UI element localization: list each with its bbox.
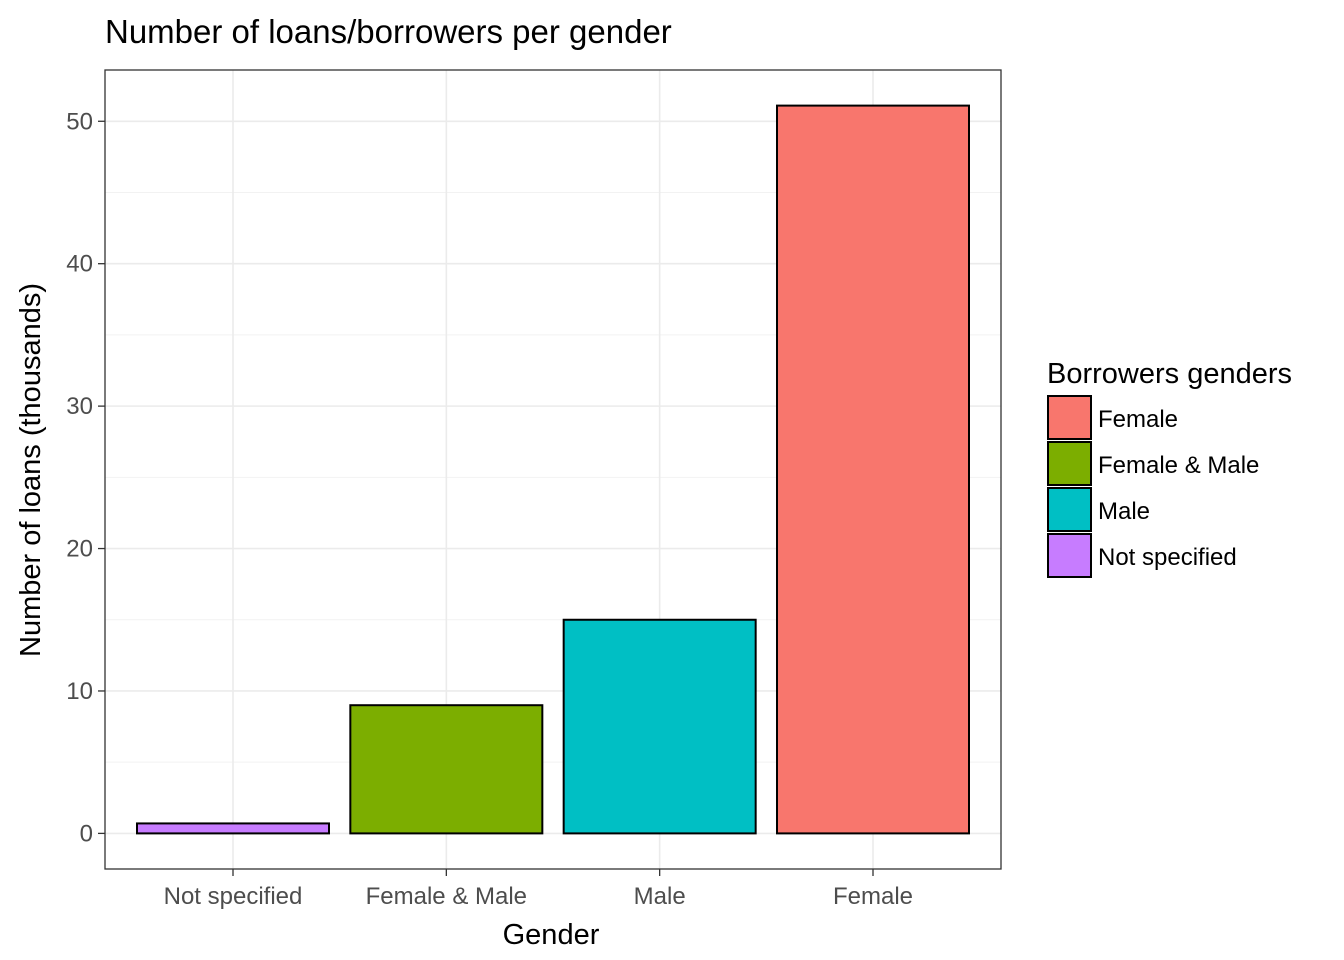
y-tick-label: 0 (80, 820, 93, 847)
legend-label: Not specified (1098, 544, 1237, 571)
legend-swatch (1047, 395, 1092, 440)
legend-label: Female & Male (1098, 452, 1259, 479)
bar-male (562, 618, 757, 835)
legend-label: Female (1098, 406, 1178, 433)
x-axis: Not specified Female & Male Male Female (164, 869, 913, 910)
legend-swatch (1047, 533, 1092, 578)
bars (136, 104, 970, 835)
legend: Borrowers genders Female Female & Male Mal… (1047, 358, 1292, 578)
chart-title: Number of loans/borrowers per gender (105, 13, 672, 50)
legend-label: Male (1098, 498, 1150, 525)
plot-panel-border (104, 69, 1002, 870)
y-tick-label: 10 (66, 678, 93, 705)
y-tick-label: 50 (66, 108, 93, 135)
legend-title: Borrowers genders (1047, 358, 1292, 390)
x-tick-label: Male (634, 883, 686, 910)
bar-female (776, 104, 970, 835)
y-tick-label: 30 (66, 393, 93, 420)
y-tick-label: 20 (66, 536, 93, 563)
bar-female-male (349, 704, 544, 835)
x-tick-label: Female & Male (366, 883, 527, 910)
x-tick-label: Female (833, 883, 913, 910)
x-tick-label: Not specified (164, 883, 303, 910)
x-axis-title: Gender (503, 919, 600, 951)
y-axis-title: Number of loans (thousands) (15, 283, 47, 657)
legend-swatch (1047, 487, 1092, 532)
y-axis: 0 10 20 30 40 50 (66, 108, 105, 847)
legend-swatch (1047, 441, 1092, 486)
y-tick-label: 40 (66, 251, 93, 278)
bar-not-specified (136, 822, 330, 835)
